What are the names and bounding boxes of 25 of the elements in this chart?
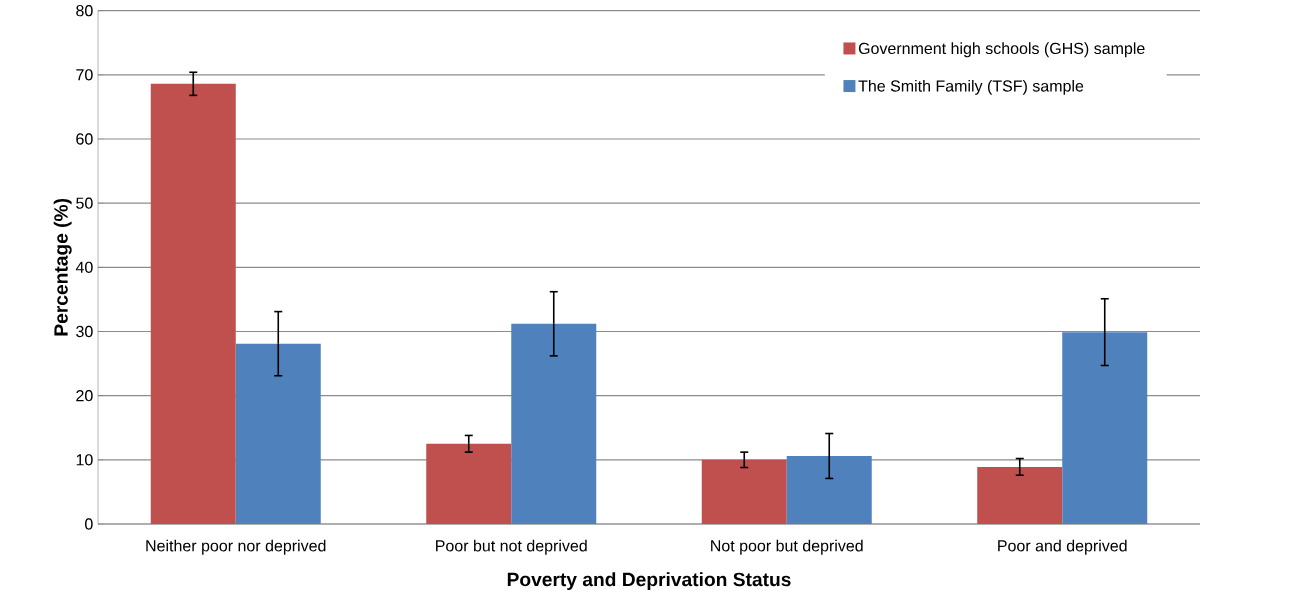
y-tick-label: 30 [76, 325, 93, 338]
x-tick-label: Not poor but deprived [711, 539, 863, 555]
y-tick-label: 70 [76, 69, 93, 81]
bar [701, 459, 787, 524]
legend-label: The Smith Family (TSF) sample [858, 79, 1084, 95]
bar [426, 443, 512, 524]
y-tick-label: 10 [76, 454, 93, 466]
bar [1062, 332, 1148, 524]
x-tick-label: Poor and deprived [998, 539, 1127, 555]
y-axis-title: Percentage (%) [53, 198, 72, 336]
x-axis-title: Poverty and Deprivation Status [507, 572, 791, 591]
y-tick-label: 50 [76, 197, 93, 209]
y-tick-label: 20 [76, 390, 93, 402]
x-tick-label: Poor but not deprived [436, 539, 587, 555]
bar [150, 83, 236, 524]
bar [977, 466, 1063, 524]
y-tick-label: 0 [85, 518, 93, 530]
y-tick-label: 40 [75, 261, 93, 273]
y-tick-label: 60 [76, 133, 93, 145]
legend-label: Government high schools (GHS) sample [858, 42, 1145, 58]
bar [511, 323, 597, 524]
y-tick-label: 80 [76, 5, 93, 17]
x-tick-label: Neither poor nor deprived [146, 539, 326, 555]
bar [786, 455, 872, 524]
bar [235, 343, 321, 524]
